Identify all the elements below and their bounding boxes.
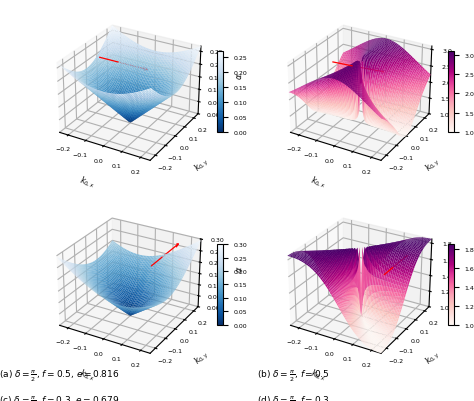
X-axis label: $k_{0,x}$: $k_{0,x}$ [78,174,97,190]
Y-axis label: $k_{0,y}$: $k_{0,y}$ [192,154,212,175]
X-axis label: $k_{0,x}$: $k_{0,x}$ [309,366,328,383]
Y-axis label: $k_{0,y}$: $k_{0,y}$ [423,154,444,175]
Y-axis label: $k_{0,y}$: $k_{0,y}$ [423,347,444,367]
Text: (a) $\delta = \frac{\pi}{2}$, $f = 0.5$, $e = 0.816$: (a) $\delta = \frac{\pi}{2}$, $f = 0.5$,… [0,368,119,383]
X-axis label: $k_{0,x}$: $k_{0,x}$ [309,174,328,190]
Y-axis label: $k_{0,y}$: $k_{0,y}$ [192,347,212,367]
X-axis label: $k_{0,x}$: $k_{0,x}$ [78,366,97,383]
Text: (b) $\delta = \frac{\pi}{2}$, $f = 0.5$: (b) $\delta = \frac{\pi}{2}$, $f = 0.5$ [257,368,330,383]
Text: (d) $\delta = \frac{\pi}{4}$, $f = 0.3$: (d) $\delta = \frac{\pi}{4}$, $f = 0.3$ [257,394,330,401]
Text: (c) $\delta = \frac{\pi}{4}$, $f = 0.3$, $e = 0.679$: (c) $\delta = \frac{\pi}{4}$, $f = 0.3$,… [0,394,119,401]
